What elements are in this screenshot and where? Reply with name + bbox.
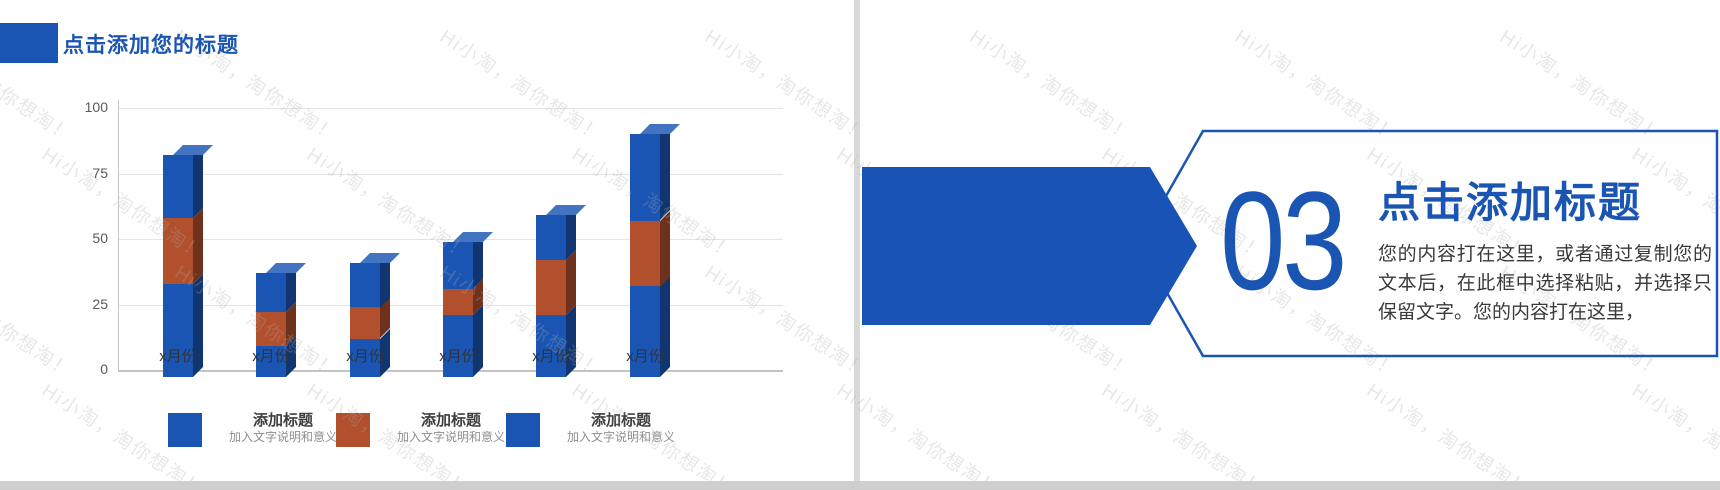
bar-1-segment-1 (163, 283, 193, 377)
x-axis-label-1: x月份 (159, 348, 197, 365)
y-axis-tick-100: 100 (84, 99, 108, 115)
bar-1-segment-3 (163, 155, 193, 219)
chart-legend: 添加标题 加入文字说明和意义 添加标题 加入文字说明和意义 添加标题 加入文字说明和意义 (0, 411, 860, 456)
gridline-y-100 (118, 108, 783, 109)
bar-6-segment-1 (630, 286, 660, 377)
legend-item-1: 添加标题 加入文字说明和意义 (168, 411, 358, 451)
bar-1-segment-2 (163, 218, 193, 284)
legend-swatch-3 (506, 413, 540, 447)
legend-item-2: 添加标题 加入文字说明和意义 (336, 411, 526, 451)
legend-text: 添加标题 加入文字说明和意义 (546, 411, 696, 445)
section-number: 03 (1220, 162, 1347, 319)
y-axis-tick-25: 25 (92, 295, 108, 312)
bar-5-segment-1 (536, 314, 566, 377)
section-body-text: 您的内容打在这里，或者通过复制您的文本后，在此框中选择粘贴，并选择只保留文字。您… (1378, 244, 1712, 323)
bar-4-segment-3 (443, 241, 473, 289)
bar-6-segment-2 (630, 220, 660, 287)
legend-desc: 加入文字说明和意义 (228, 430, 337, 444)
x-axis-label-6: x月份 (626, 348, 664, 365)
y-axis-tick-0: 0 (100, 361, 108, 377)
bar-6-segment-3 (630, 134, 660, 221)
page-title: 点击添加您的标题 (63, 34, 239, 57)
bar-5-segment-2 (536, 259, 566, 315)
bar-3-segment-1 (350, 338, 380, 377)
x-axis-label-5: x月份 (532, 348, 570, 365)
legend-swatch-2 (336, 413, 370, 447)
legend-label: 添加标题 (420, 412, 481, 429)
bar-5-segment-3 (536, 215, 566, 260)
bar-3-segment-3 (350, 262, 380, 308)
right-arrow-shape (862, 167, 1197, 325)
bar-2-segment-1 (256, 346, 286, 377)
x-axis-label-3: x月份 (346, 348, 384, 365)
legend-text: 添加标题 加入文字说明和意义 (376, 411, 526, 445)
bar-4-segment-2 (443, 288, 473, 315)
legend-desc: 加入文字说明和意义 (396, 430, 505, 444)
legend-label: 添加标题 (252, 412, 313, 429)
stacked-bar-chart: 0 25 50 75 100 x月份 x月份 x月份 x月份 x月份 x月份 (0, 0, 860, 430)
legend-text: 添加标题 加入文字说明和意义 (208, 411, 358, 445)
bar-4-segment-1 (443, 314, 473, 377)
bar-2-segment-2 (256, 312, 286, 347)
legend-desc: 加入文字说明和意义 (566, 430, 675, 444)
legend-label: 添加标题 (590, 412, 651, 429)
legend-swatch-1 (168, 413, 202, 447)
section-title: 点击添加标题 (1378, 179, 1643, 226)
x-axis-label-2: x月份 (252, 348, 290, 365)
bar-2-segment-3 (256, 273, 286, 313)
panel-divider (854, 0, 860, 482)
y-axis-tick-75: 75 (92, 164, 108, 181)
banner-outline-shape (1137, 129, 1719, 358)
footer-bar (0, 481, 1720, 490)
gridline-y-50 (118, 239, 783, 240)
gridline-y-75 (118, 173, 783, 175)
title-accent-square (0, 23, 58, 63)
bar-3-segment-2 (350, 307, 380, 339)
x-axis-label-4: x月份 (439, 348, 477, 365)
legend-item-3: 添加标题 加入文字说明和意义 (506, 411, 696, 451)
y-axis-line (118, 100, 119, 370)
y-axis-tick-50: 50 (92, 230, 108, 246)
